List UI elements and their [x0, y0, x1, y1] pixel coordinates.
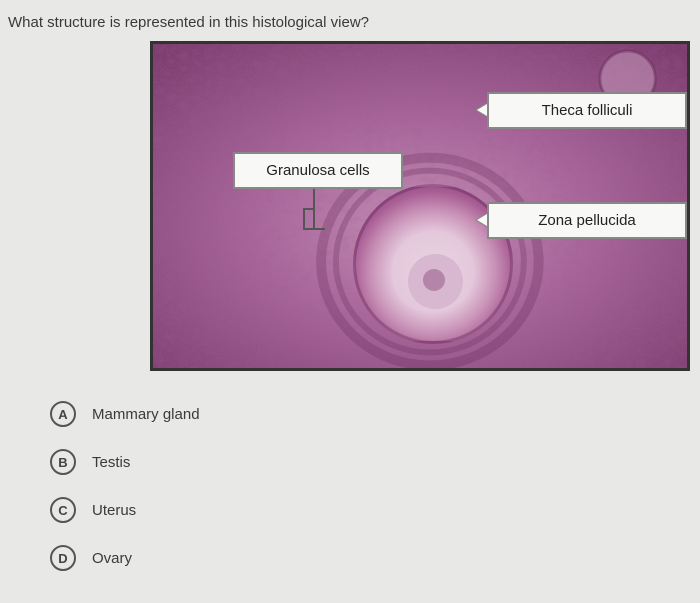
answer-options: A Mammary gland B Testis C Uterus D Ovar… — [0, 401, 700, 571]
label-theca-folliculi: Theca folliculi — [487, 92, 687, 129]
option-letter-circle: A — [50, 401, 76, 427]
option-letter-circle: D — [50, 545, 76, 571]
pointer-line — [303, 208, 315, 210]
label-zona-pellucida: Zona pellucida — [487, 202, 687, 239]
option-label: Testis — [92, 454, 130, 471]
option-letter-circle: B — [50, 449, 76, 475]
oocyte-nucleus — [423, 269, 445, 291]
option-b[interactable]: B Testis — [50, 449, 700, 475]
option-letter-circle: C — [50, 497, 76, 523]
histology-image: Granulosa cells Theca folliculi Zona pel… — [150, 41, 690, 371]
option-d[interactable]: D Ovary — [50, 545, 700, 571]
label-granulosa-cells: Granulosa cells — [233, 152, 403, 189]
option-c[interactable]: C Uterus — [50, 497, 700, 523]
option-label: Ovary — [92, 550, 132, 567]
pointer-line — [303, 208, 305, 230]
question-text: What structure is represented in this hi… — [0, 0, 700, 41]
pointer-line — [303, 228, 325, 230]
option-label: Uterus — [92, 502, 136, 519]
option-label: Mammary gland — [92, 406, 200, 423]
option-a[interactable]: A Mammary gland — [50, 401, 700, 427]
